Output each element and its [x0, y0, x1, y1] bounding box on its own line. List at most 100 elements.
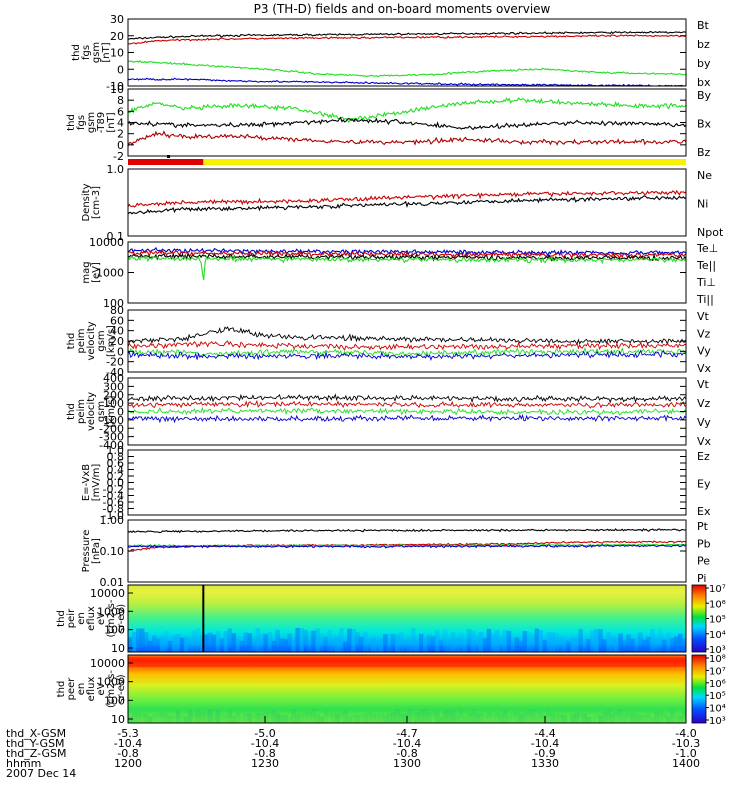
spectrogram-column [135, 712, 141, 723]
spectrogram-column [422, 709, 428, 723]
spectrogram-column [283, 639, 288, 652]
y-tick-label: 20 [110, 30, 124, 43]
spectrogram-column [223, 631, 229, 652]
spectrogram-column [167, 716, 173, 723]
legend-bx: Bx [697, 118, 712, 131]
spectrogram-column [650, 716, 655, 723]
spectrogram-column [175, 710, 181, 723]
spectrogram-column [279, 714, 284, 723]
spectrogram-column [634, 714, 639, 723]
x-axis-value: 1400 [672, 757, 700, 770]
spectrogram-column [155, 713, 161, 723]
y-axis-label-line: eV [96, 612, 107, 625]
spectrogram-column [195, 710, 201, 723]
spectrogram-column [195, 627, 201, 652]
spectrogram-column [418, 709, 424, 723]
spectrogram-column [526, 632, 532, 652]
spectrogram-column [610, 714, 615, 723]
spectrogram-column [430, 636, 436, 652]
y-tick-label: 1000 [96, 267, 124, 280]
spectrogram-column [514, 711, 520, 723]
spectrogram-column [598, 629, 603, 652]
spectrogram-column [582, 713, 587, 723]
legend-pe: Pe [697, 555, 710, 568]
spectrogram-column [594, 714, 599, 723]
y-tick-label: -0.8 [103, 503, 124, 516]
spectrogram-column [367, 638, 372, 652]
spectrogram-column [502, 709, 508, 723]
spectrogram-column [482, 715, 488, 723]
y-tick-label: 40 [110, 325, 124, 338]
spectrogram-column [219, 714, 225, 723]
spectrogram-column [550, 632, 555, 652]
spectrogram-column [179, 715, 185, 723]
legend-vz: Vz [697, 327, 711, 340]
y-tick-label: 0.8 [107, 451, 125, 464]
spectrogram-column [434, 630, 440, 652]
spectrogram-column [255, 712, 261, 723]
spectrogram-column [538, 710, 544, 723]
spectrogram-column [299, 628, 304, 652]
spectrogram-column [506, 715, 512, 723]
spectrogram-column [634, 640, 639, 652]
y-tick-label: 0 [117, 139, 124, 152]
series-line-bz [127, 130, 687, 147]
x-axis-value: -4.7 [396, 727, 417, 740]
y-axis-label-line: thd [66, 403, 77, 420]
spectrogram-column [670, 638, 675, 652]
y-tick-label: 1.00 [100, 514, 125, 527]
colorbar-tick-label: 10⁴ [709, 704, 726, 715]
y-tick-label: -0.6 [103, 496, 124, 509]
spectrogram-column [131, 711, 137, 723]
y-tick-label: 0 [117, 406, 124, 419]
y-tick-label: 10000 [90, 587, 125, 600]
y-tick-label: 4 [117, 117, 124, 130]
y-axis-label-line: [nT] [106, 112, 117, 132]
y-tick-label: 0 [117, 63, 124, 76]
spectrogram-column [666, 632, 671, 652]
legend-ey: Ey [697, 478, 711, 491]
spectrogram-column [391, 634, 396, 652]
colorbar-tick-label: 10⁵ [709, 615, 726, 626]
spectrogram-column [430, 709, 436, 723]
spectrogram-column [658, 711, 663, 723]
legend-npot: Npot [697, 226, 724, 239]
spectrogram-column [227, 628, 233, 652]
spectrogram-column [399, 631, 404, 652]
spectrogram-column [239, 640, 245, 652]
spectrogram-column [506, 630, 512, 652]
spectrogram-column [367, 711, 372, 723]
spectrogram-column [530, 634, 536, 652]
y-tick-label: 1000 [97, 605, 125, 618]
spectrogram-column [283, 715, 288, 723]
y-axis-label-line: peir [66, 608, 77, 628]
spectrogram-column [151, 635, 157, 652]
spectrogram-column [139, 628, 145, 652]
y-tick-label: 400 [103, 372, 124, 385]
y-tick-label: -1.0 [103, 509, 124, 522]
series-line-ni [127, 195, 687, 215]
spectrogram-column [662, 639, 667, 652]
spectrogram-column [255, 628, 261, 652]
spectrogram-column [418, 633, 424, 652]
spectrogram-column [143, 632, 149, 652]
spectrogram-column [183, 637, 189, 652]
spectrogram-column [151, 714, 157, 723]
panel-background [128, 378, 686, 445]
legend-ex: Ex [697, 505, 711, 518]
spectrogram-column [375, 641, 380, 652]
spectrogram-column [522, 631, 528, 652]
spectrogram-column [470, 709, 476, 723]
spectrogram-column [267, 631, 272, 652]
y-axis-label: thd peir en eflux eV (cm2-s-sr-eV) [56, 599, 127, 637]
spectrogram-column [335, 713, 340, 723]
series-line-te [127, 249, 687, 260]
x-axis-value: 1330 [531, 757, 559, 770]
spectrogram-column [263, 711, 268, 723]
spectrogram-column [602, 639, 607, 652]
x-axis-value: -0.8 [396, 747, 417, 760]
spectrogram-column [442, 709, 448, 723]
spectrogram-column [542, 639, 547, 652]
